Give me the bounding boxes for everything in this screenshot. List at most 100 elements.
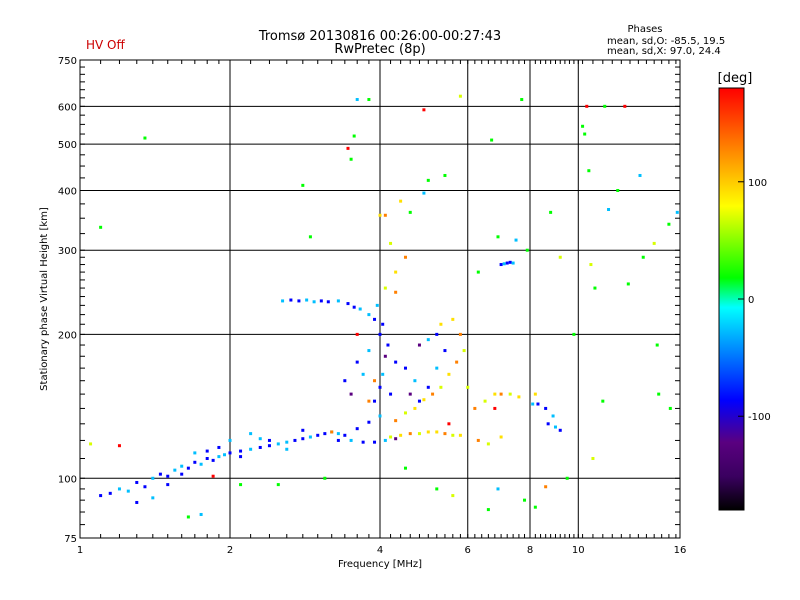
echo-point <box>458 433 462 437</box>
echo-point <box>403 466 407 470</box>
echo-point <box>267 444 271 448</box>
chart-subtitle: RwPretec (8p) <box>334 42 425 57</box>
echo-point <box>193 451 197 455</box>
echo-point <box>373 440 377 444</box>
x-tick-label: 8 <box>527 545 533 556</box>
echo-point <box>349 438 353 442</box>
x-tick-label: 6 <box>465 545 471 556</box>
hv-status-label: HV Off <box>86 38 125 52</box>
echo-point <box>591 456 595 460</box>
echo-point <box>301 428 305 432</box>
echo-point <box>378 332 382 336</box>
echo-point <box>399 199 403 203</box>
echo-point <box>546 422 550 426</box>
echo-point <box>483 399 487 403</box>
echo-point <box>166 474 170 478</box>
echo-point <box>117 444 121 448</box>
echo-point <box>355 332 359 336</box>
echo-point <box>496 235 500 239</box>
echo-point <box>435 487 439 491</box>
echo-point <box>426 178 430 182</box>
echo-point <box>417 343 421 347</box>
echo-point <box>285 440 289 444</box>
echo-point <box>289 298 293 302</box>
echo-point <box>301 183 305 187</box>
echo-point <box>626 282 630 286</box>
echo-point <box>603 104 607 108</box>
echo-point <box>585 104 589 108</box>
echo-point <box>493 392 497 396</box>
echo-point <box>601 399 605 403</box>
echo-point <box>373 379 377 383</box>
x-tick-label: 4 <box>377 545 383 556</box>
echo-point <box>308 435 312 439</box>
echo-point <box>435 332 439 336</box>
echo-point <box>173 468 177 472</box>
y-tick-label: 600 <box>58 102 77 113</box>
phase-stats-o: mean, sd,O: -85.5, 19.5 <box>607 36 725 47</box>
echo-point <box>443 349 447 353</box>
echo-point <box>638 173 642 177</box>
echo-point <box>641 255 645 259</box>
echo-point <box>422 108 426 112</box>
echo-point <box>378 414 382 418</box>
echo-point <box>330 430 334 434</box>
echo-point <box>258 437 262 441</box>
echo-point <box>451 317 455 321</box>
echo-point <box>352 305 356 309</box>
echo-point <box>447 372 451 376</box>
echo-point <box>166 483 170 487</box>
echo-point <box>361 372 365 376</box>
echo-point <box>186 466 190 470</box>
echo-point <box>520 98 524 102</box>
echo-point <box>583 132 587 136</box>
echo-point <box>473 406 477 410</box>
echo-point <box>308 235 312 239</box>
echo-point <box>323 476 327 480</box>
echo-point <box>361 440 365 444</box>
echo-point <box>281 299 285 303</box>
echo-point <box>276 442 280 446</box>
echo-point <box>499 392 503 396</box>
echo-point <box>346 146 350 150</box>
y-tick-label: 75 <box>64 534 77 545</box>
echo-point <box>383 286 387 290</box>
echo-point <box>403 411 407 415</box>
echo-point <box>413 379 417 383</box>
echo-point <box>367 349 371 353</box>
echo-point <box>373 317 377 321</box>
echo-point <box>126 489 130 493</box>
echo-point <box>675 210 679 214</box>
echo-point <box>496 487 500 491</box>
echo-point <box>544 485 548 489</box>
echo-point <box>319 299 323 303</box>
echo-point <box>346 302 350 306</box>
echo-point <box>523 498 527 502</box>
echo-point <box>323 432 327 436</box>
echo-point <box>211 474 215 478</box>
echo-point <box>623 104 627 108</box>
echo-point <box>581 124 585 128</box>
echo-point <box>223 453 227 457</box>
echo-point <box>616 188 620 192</box>
echo-point <box>502 262 506 266</box>
echo-point <box>343 433 347 437</box>
echo-point <box>355 360 359 364</box>
echo-point <box>589 263 593 267</box>
echo-point <box>572 332 576 336</box>
echo-point <box>607 208 611 212</box>
echo-point <box>99 225 103 229</box>
echo-point <box>408 210 412 214</box>
echo-point <box>378 385 382 389</box>
echo-point <box>657 392 661 396</box>
echo-point <box>593 286 597 290</box>
echo-point <box>383 354 387 358</box>
echo-point <box>417 432 421 436</box>
colorbar-tick-label: 0 <box>748 295 754 306</box>
echo-point <box>558 428 562 432</box>
echo-point <box>525 248 529 252</box>
echo-point <box>383 213 387 217</box>
echo-point <box>276 483 280 487</box>
grid-lines <box>80 60 680 538</box>
